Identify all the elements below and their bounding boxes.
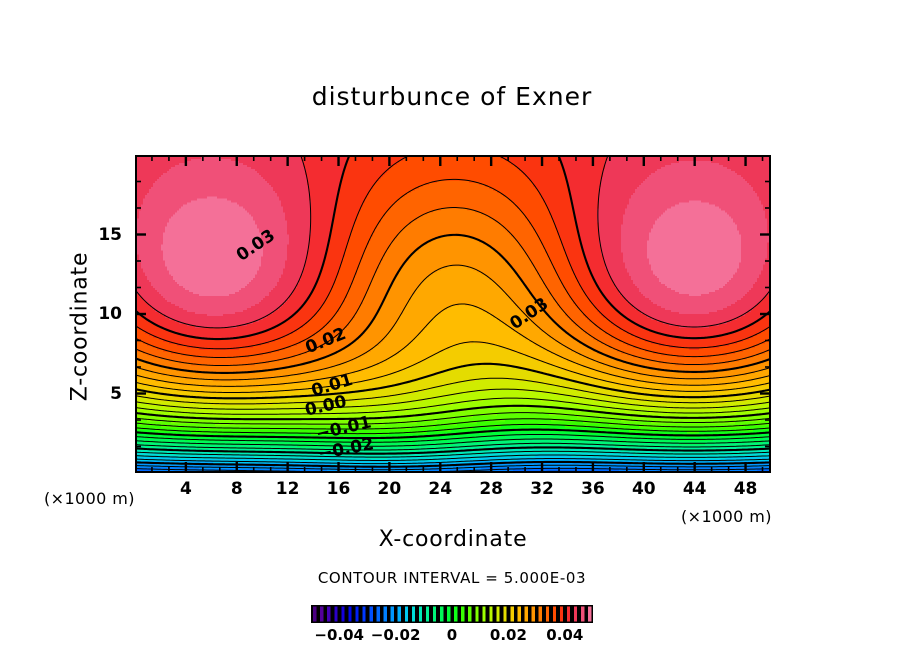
colorbar-band [313, 606, 317, 622]
x-tick-label: 8 [230, 479, 243, 499]
colorbar-band [348, 606, 352, 622]
colorbar-band [327, 606, 331, 622]
colorbar-band [376, 606, 380, 622]
colorbar-band [517, 606, 521, 622]
colorbar-band [461, 606, 465, 622]
x-tick-label: 4 [179, 479, 192, 499]
colorbar-band [440, 606, 444, 622]
y-tick-label: 5 [110, 383, 122, 404]
colorbar-band [432, 606, 437, 622]
colorbar-band [454, 606, 458, 622]
x-axis-title: X-coordinate [378, 527, 528, 552]
x-axis-unit-label: (×1000 m) [681, 507, 772, 526]
colorbar-band [545, 606, 550, 622]
colorbar-band [341, 606, 345, 622]
colorbar-band [524, 606, 528, 622]
colorbar-band [482, 606, 486, 622]
colorbar-band [362, 606, 366, 622]
colorbar-band [496, 606, 500, 622]
colorbar-tick-label: 0 [446, 626, 458, 644]
colorbar-band [397, 606, 401, 622]
colorbar-tick-label: −0.02 [370, 626, 421, 644]
colorbar-band [425, 606, 430, 622]
colorbar-band [503, 606, 507, 622]
colorbar-band [552, 606, 557, 622]
colorbar-band [573, 606, 578, 622]
colorbar-tick-label: 0.02 [489, 626, 527, 644]
x-tick-label: 32 [530, 479, 554, 499]
colorbar-tick-label: 0.04 [546, 626, 584, 644]
colorbar-band [538, 606, 542, 622]
colorbar-band [510, 606, 514, 622]
colorbar-band [468, 606, 472, 622]
colorbar-band [411, 606, 416, 622]
y-tick-label: 15 [98, 224, 122, 245]
colorbar [311, 605, 593, 623]
colorbar-band [355, 606, 359, 622]
colorbar-band [559, 606, 564, 622]
colorbar-band [447, 606, 451, 622]
colorbar-band [320, 606, 324, 622]
colorbar-band [588, 606, 592, 622]
colorbar-band [418, 606, 423, 622]
colorbar-band [404, 606, 408, 622]
x-tick-label: 40 [631, 479, 656, 499]
contour-interval-label: CONTOUR INTERVAL = 5.000E-03 [317, 569, 587, 587]
x-tick-label: 36 [581, 479, 605, 499]
colorbar-tick-label: −0.04 [314, 626, 364, 644]
colorbar-band [369, 606, 373, 622]
x-tick-label: 28 [479, 479, 503, 499]
x-tick-label: 20 [377, 479, 402, 499]
x-tick-label: 48 [733, 479, 758, 499]
colorbar-band [531, 606, 535, 622]
colorbar-band [390, 606, 394, 622]
colorbar-band [383, 606, 387, 622]
contour-plot: 0.030.030.020.010.00−0.01−0.02 [135, 155, 771, 473]
colorbar-band [475, 606, 479, 622]
plot-frame [135, 155, 771, 473]
x-tick-label: 12 [275, 479, 300, 499]
colorbar-band [334, 606, 338, 622]
colorbar-band [489, 606, 493, 622]
y-tick-label: 10 [98, 304, 122, 324]
x-tick-label: 24 [428, 479, 453, 499]
x-tick-label: 44 [682, 479, 707, 499]
colorbar-band [566, 606, 571, 622]
y-axis-unit-label: (×1000 m) [44, 489, 135, 508]
colorbar-band [581, 606, 585, 622]
page-title: disturbunce of Exner [311, 82, 593, 111]
x-tick-label: 16 [326, 479, 351, 499]
